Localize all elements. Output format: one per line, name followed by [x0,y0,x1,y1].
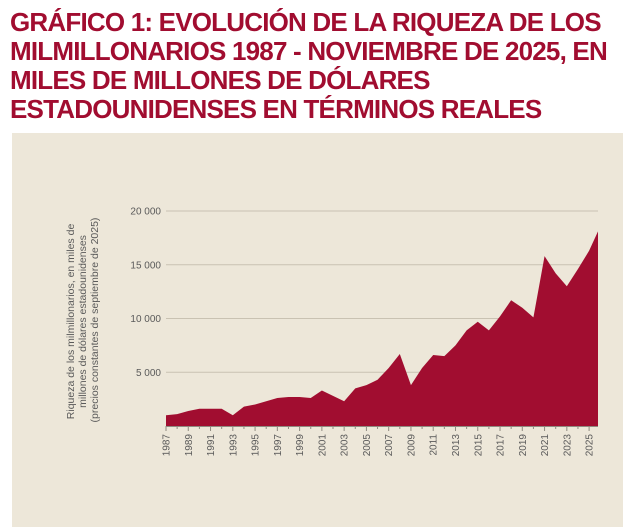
y-tick-label-0: 5 000 [136,368,161,379]
x-tick-label-1993: 1993 [228,434,239,457]
x-tick-label-2005: 2005 [362,434,373,457]
x-tick-label-2017: 2017 [496,434,507,457]
x-tick-label-2019: 2019 [518,434,529,457]
x-tick-label-2023: 2023 [562,434,573,457]
y-tick-label-1: 10 000 [130,314,161,325]
x-tick-label-1987: 1987 [162,434,173,457]
chart-panel: 1987 1989 1991 1993 1995 1997 1999 2001 2003 2005… [12,133,623,527]
x-tick-label-1995: 1995 [251,434,262,457]
x-tick-label-1999: 1999 [295,434,306,457]
y-axis-label-line-2: millones de dólares estadounidenses [77,235,89,408]
y-tick-label-2: 15 000 [130,260,161,271]
y-axis-label: Riqueza de los milmillonarios, en miles … [65,218,101,423]
area-chart: 1987 1989 1991 1993 1995 1997 1999 2001 2003 2005… [65,207,598,456]
x-tick-label-2003: 2003 [340,434,351,457]
x-tick-label-1989: 1989 [184,434,195,457]
x-tick-label-2007: 2007 [384,434,395,457]
chart-title: GRÁFICO 1: EVOLUCIÓN DE LA RIQUEZA DE LO… [10,7,608,124]
wealth-area-series [166,231,598,426]
x-tick-label-2011: 2011 [429,434,440,456]
x-tick-label-2009: 2009 [406,434,417,457]
x-axis-ticks: 1987 1989 1991 1993 1995 1997 1999 2001 2003 2005… [162,426,596,456]
x-tick-label-1997: 1997 [273,434,284,457]
x-tick-label-2025: 2025 [585,434,596,457]
y-axis-ticks: 5 000 10 000 15 000 20 000 [130,207,161,379]
y-axis-label-line-1: Riqueza de los milmillonarios, en miles … [65,224,77,420]
y-tick-label-3: 20 000 [130,207,161,218]
x-tick-label-2015: 2015 [473,434,484,457]
x-tick-label-2013: 2013 [451,434,462,457]
x-tick-label-2001: 2001 [317,434,328,457]
x-tick-label-2021: 2021 [540,434,551,457]
y-axis-label-line-3: (precios constantes de septiembre de 202… [89,218,101,423]
x-tick-label-1991: 1991 [206,434,217,457]
